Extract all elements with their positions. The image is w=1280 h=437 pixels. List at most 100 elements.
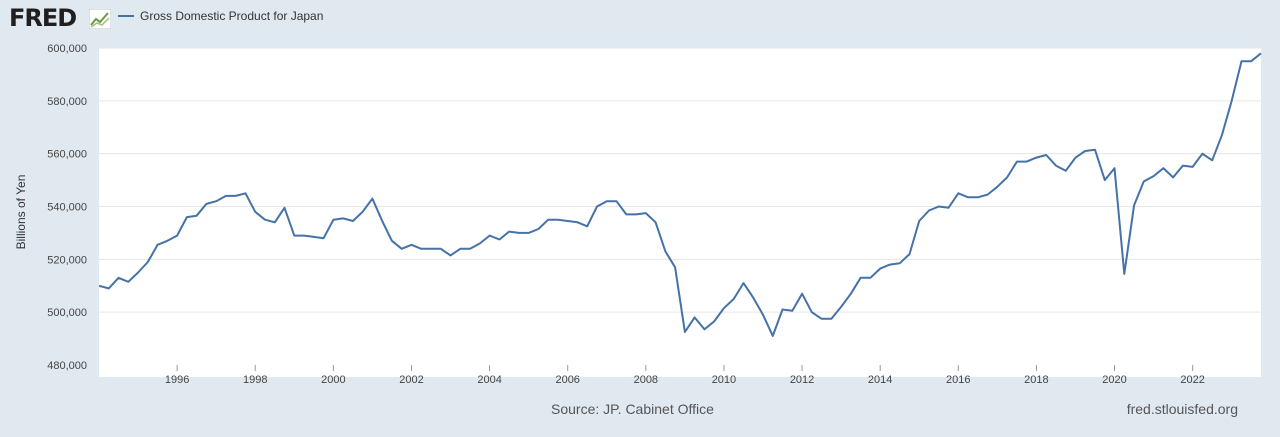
data-point[interactable]: [1065, 170, 1067, 172]
data-point[interactable]: [967, 196, 969, 198]
data-point[interactable]: [948, 207, 950, 209]
data-point[interactable]: [1231, 100, 1233, 102]
data-point[interactable]: [528, 232, 530, 234]
data-point[interactable]: [1084, 150, 1086, 152]
data-point[interactable]: [508, 231, 510, 233]
data-point[interactable]: [645, 212, 647, 214]
data-point[interactable]: [254, 211, 256, 213]
data-point[interactable]: [1104, 179, 1106, 181]
data-point[interactable]: [118, 277, 120, 279]
data-point[interactable]: [909, 253, 911, 255]
data-point[interactable]: [694, 316, 696, 318]
data-point[interactable]: [1143, 180, 1145, 182]
data-point[interactable]: [713, 320, 715, 322]
data-point[interactable]: [987, 194, 989, 196]
data-point[interactable]: [352, 220, 354, 222]
chart-legend[interactable]: Gross Domestic Product for Japan: [118, 9, 323, 23]
data-point[interactable]: [586, 225, 588, 227]
data-point[interactable]: [381, 220, 383, 222]
data-point[interactable]: [440, 248, 442, 250]
data-point[interactable]: [1241, 60, 1243, 62]
data-point[interactable]: [1006, 176, 1008, 178]
data-point[interactable]: [928, 210, 930, 212]
data-point[interactable]: [733, 298, 735, 300]
data-point[interactable]: [323, 237, 325, 239]
data-point[interactable]: [196, 215, 198, 217]
data-point[interactable]: [811, 311, 813, 313]
data-point[interactable]: [1016, 161, 1018, 163]
data-point[interactable]: [537, 228, 539, 230]
data-point[interactable]: [664, 250, 666, 252]
data-point[interactable]: [342, 217, 344, 219]
data-point[interactable]: [772, 335, 774, 337]
data-point[interactable]: [420, 248, 422, 250]
data-point[interactable]: [245, 192, 247, 194]
data-point[interactable]: [1192, 166, 1194, 168]
data-point[interactable]: [684, 331, 686, 333]
data-point[interactable]: [1123, 273, 1125, 275]
data-point[interactable]: [918, 220, 920, 222]
data-point[interactable]: [147, 261, 149, 263]
data-point[interactable]: [137, 272, 139, 274]
data-point[interactable]: [625, 213, 627, 215]
data-point[interactable]: [1045, 154, 1047, 156]
data-point[interactable]: [703, 328, 705, 330]
data-point[interactable]: [1075, 157, 1077, 159]
data-point[interactable]: [479, 243, 481, 245]
data-point[interactable]: [313, 236, 315, 238]
data-point[interactable]: [450, 254, 452, 256]
data-point[interactable]: [1133, 204, 1135, 206]
data-point[interactable]: [411, 244, 413, 246]
data-point[interactable]: [635, 213, 637, 215]
data-point[interactable]: [235, 195, 237, 197]
data-point[interactable]: [1250, 60, 1252, 62]
data-point[interactable]: [1114, 167, 1116, 169]
data-point[interactable]: [889, 264, 891, 266]
data-point[interactable]: [996, 186, 998, 188]
data-point[interactable]: [469, 248, 471, 250]
data-point[interactable]: [723, 307, 725, 309]
data-point[interactable]: [274, 221, 276, 223]
data-point[interactable]: [850, 293, 852, 295]
data-point[interactable]: [98, 285, 100, 287]
data-point[interactable]: [840, 306, 842, 308]
data-point[interactable]: [860, 277, 862, 279]
data-point[interactable]: [655, 221, 657, 223]
data-point[interactable]: [577, 221, 579, 223]
data-point[interactable]: [879, 268, 881, 270]
data-point[interactable]: [1055, 165, 1057, 167]
data-point[interactable]: [264, 219, 266, 221]
data-point[interactable]: [830, 318, 832, 320]
data-point[interactable]: [616, 200, 618, 202]
data-point[interactable]: [977, 196, 979, 198]
data-point[interactable]: [1172, 176, 1174, 178]
data-point[interactable]: [957, 192, 959, 194]
data-point[interactable]: [215, 200, 217, 202]
data-point[interactable]: [166, 240, 168, 242]
data-point[interactable]: [284, 207, 286, 209]
data-point[interactable]: [1260, 52, 1262, 54]
data-point[interactable]: [176, 235, 178, 237]
data-point[interactable]: [782, 309, 784, 311]
data-point[interactable]: [1221, 134, 1223, 136]
data-point[interactable]: [205, 203, 207, 205]
data-point[interactable]: [371, 198, 373, 200]
data-point[interactable]: [225, 195, 227, 197]
data-point[interactable]: [362, 211, 364, 213]
data-point[interactable]: [1094, 149, 1096, 151]
data-point[interactable]: [518, 232, 520, 234]
data-point[interactable]: [1035, 157, 1037, 159]
data-point[interactable]: [752, 297, 754, 299]
data-point[interactable]: [498, 239, 500, 241]
data-point[interactable]: [157, 244, 159, 246]
data-point[interactable]: [332, 219, 334, 221]
data-point[interactable]: [108, 287, 110, 289]
data-point[interactable]: [186, 216, 188, 218]
data-point[interactable]: [938, 206, 940, 208]
data-point[interactable]: [801, 293, 803, 295]
data-point[interactable]: [821, 318, 823, 320]
data-point[interactable]: [1153, 175, 1155, 177]
data-point[interactable]: [606, 200, 608, 202]
data-point[interactable]: [401, 248, 403, 250]
data-point[interactable]: [127, 281, 129, 283]
